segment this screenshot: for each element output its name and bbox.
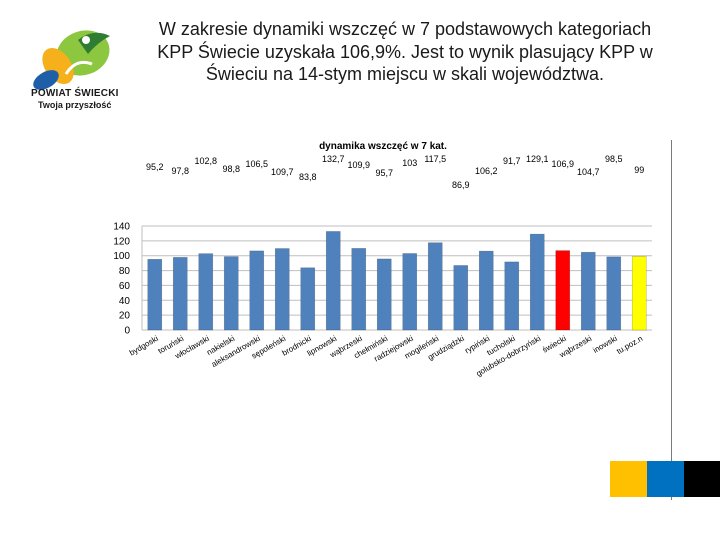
- data-label-2: 102,8: [194, 156, 217, 166]
- y-tick-label: 120: [113, 236, 130, 247]
- data-label-13: 106,2: [475, 166, 498, 176]
- data-label-4: 106,5: [245, 159, 268, 169]
- data-label-0: 95,2: [146, 162, 164, 172]
- chart-gridlines: [141, 225, 652, 331]
- bar-3: [223, 256, 239, 331]
- data-label-17: 104,7: [577, 167, 600, 177]
- y-tick-label: 0: [124, 326, 130, 337]
- bar-6: [300, 267, 316, 331]
- bar-16: [555, 250, 571, 331]
- bar-10: [402, 253, 418, 331]
- y-tick-label: 80: [119, 266, 131, 277]
- chart-bars: [147, 231, 647, 331]
- logo-tagline: Twoja przyszłość: [38, 100, 112, 110]
- bar-7: [325, 231, 341, 331]
- data-label-19: 99: [634, 165, 644, 175]
- powiat-swiecki-logo-icon: [33, 30, 110, 90]
- slide-title: W zakresie dynamiki wszczęć w 7 podstawo…: [157, 19, 653, 84]
- y-tick-label: 60: [119, 281, 131, 292]
- bar-chart: dynamika wszczęć w 7 kat. 0 20 40 60 80 100 12…: [113, 141, 652, 378]
- bar-12: [453, 265, 469, 331]
- bar-17: [580, 251, 596, 331]
- bar-0: [147, 258, 163, 331]
- data-label-15: 129,1: [526, 154, 549, 164]
- bar-4: [249, 250, 265, 331]
- chart-title: dynamika wszczęć w 7 kat.: [319, 141, 447, 152]
- bar-15: [529, 233, 545, 331]
- bar-13: [478, 250, 494, 331]
- y-tick-label: 140: [113, 222, 130, 233]
- accent-block-black: [684, 461, 720, 497]
- bar-1: [172, 257, 188, 331]
- data-label-5: 109,7: [271, 167, 294, 177]
- bar-14: [504, 261, 520, 331]
- data-label-9: 95,7: [375, 168, 393, 178]
- y-tick-label: 20: [119, 311, 131, 322]
- data-label-8: 109,9: [347, 160, 370, 170]
- x-axis-tick-labels: bydgoskitoruńskiwłocławskinakielskialeks…: [128, 334, 644, 378]
- data-label-1: 97,8: [171, 166, 189, 176]
- y-tick-label: 100: [113, 251, 130, 262]
- y-tick-label: 40: [119, 296, 131, 307]
- data-label-14: 91,7: [503, 156, 521, 166]
- x-tick-label-19: tu.poz.n: [615, 334, 644, 356]
- data-label-16: 106,9: [551, 159, 574, 169]
- data-label-7: 132,7: [322, 154, 345, 164]
- x-tick-label-18: inowski: [592, 334, 619, 355]
- bar-18: [606, 256, 622, 331]
- accent-block-yellow: [610, 461, 648, 497]
- data-label-12: 86,9: [452, 180, 470, 190]
- data-label-10: 103: [402, 158, 417, 168]
- bar-19: [631, 256, 647, 331]
- data-label-3: 98,8: [222, 164, 240, 174]
- bar-9: [376, 258, 392, 331]
- vertical-divider: [671, 140, 672, 500]
- logo-name: POWIAT ŚWIECKI: [31, 88, 119, 99]
- accent-block-blue: [647, 461, 685, 497]
- data-label-6: 83,8: [299, 172, 317, 182]
- y-axis-tick-labels: 0 20 40 60 80 100 120 140: [113, 222, 130, 337]
- bar-2: [198, 253, 214, 331]
- bar-5: [274, 248, 290, 331]
- data-label-18: 98,5: [605, 154, 623, 164]
- x-tick-label-0: bydgoski: [128, 334, 160, 358]
- bar-11: [427, 242, 443, 331]
- data-label-11: 117,5: [424, 154, 446, 164]
- bar-8: [351, 248, 367, 331]
